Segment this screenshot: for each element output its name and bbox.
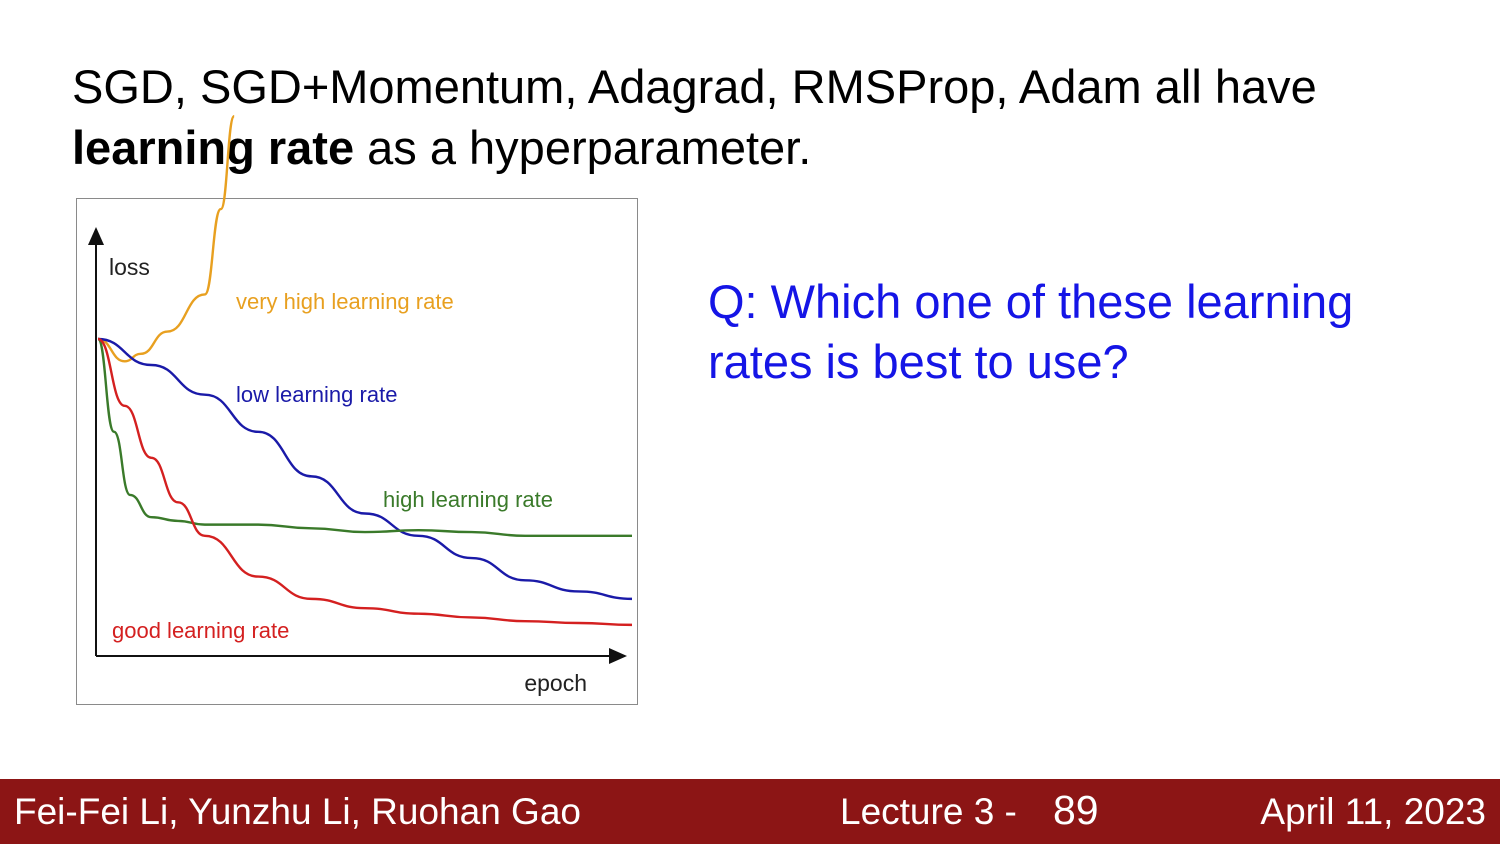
slide-title: SGD, SGD+Momentum, Adagrad, RMSProp, Ada…: [72, 56, 1432, 178]
series-line-very-high-learning-rate: [97, 115, 236, 363]
series-labels: very high learning rate low learning rate…: [112, 289, 553, 643]
series-label-very-high-learning-rate: very high learning rate: [236, 289, 454, 314]
series-label-low-learning-rate: low learning rate: [236, 382, 397, 407]
x-axis-label: epoch: [524, 670, 587, 696]
y-axis-label: loss: [109, 254, 150, 280]
chart-svg: loss epoch very high learning rate low le…: [88, 115, 633, 696]
title-line-1: SGD, SGD+Momentum, Adagrad, RMSProp, Ada…: [72, 60, 1317, 113]
title-bold-phrase: learning rate: [72, 121, 355, 174]
footer-page-number: 89: [1053, 787, 1099, 833]
footer-date: April 11, 2023: [1260, 791, 1486, 832]
footer-bar: Fei-Fei Li, Yunzhu Li, Ruohan Gao Lectur…: [0, 779, 1500, 844]
series-line-good-learning-rate: [97, 337, 633, 627]
learning-rate-chart: loss epoch very high learning rate low le…: [76, 115, 638, 705]
question-text: Q: Which one of these learning rates is …: [708, 275, 1354, 388]
series-label-high-learning-rate: high learning rate: [383, 487, 553, 512]
title-line-2-rest: as a hyperparameter.: [354, 121, 812, 174]
series-line-low-learning-rate: [97, 337, 633, 601]
footer-lecture: Lecture 3 -: [840, 791, 1017, 832]
footer-authors: Fei-Fei Li, Yunzhu Li, Ruohan Gao: [14, 791, 581, 832]
series-label-good-learning-rate: good learning rate: [112, 618, 289, 643]
series-layer: [96, 115, 633, 627]
series-line-high-learning-rate: [96, 337, 632, 537]
